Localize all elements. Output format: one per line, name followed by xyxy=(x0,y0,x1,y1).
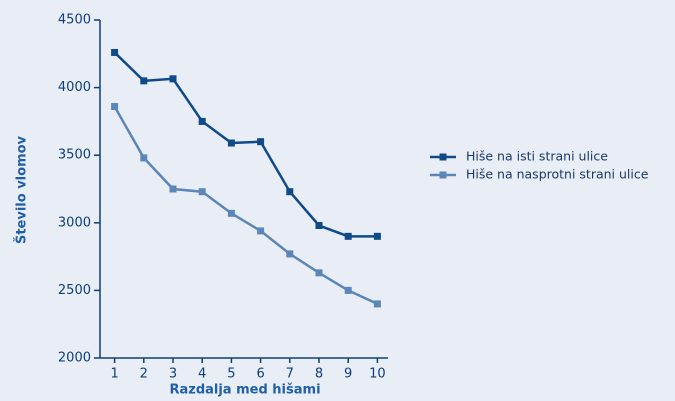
y-tick-label: 2000 xyxy=(58,351,91,366)
y-tick-label: 2500 xyxy=(58,283,91,298)
x-tick-label: 3 xyxy=(169,367,177,382)
marker xyxy=(257,138,265,146)
series-line xyxy=(113,51,378,238)
marker xyxy=(169,185,177,193)
legend-label: Hiše na isti strani ulice xyxy=(466,149,608,164)
marker xyxy=(140,154,148,162)
marker xyxy=(227,209,235,217)
y-tick-label: 4000 xyxy=(58,80,91,95)
marker xyxy=(198,188,206,196)
y-tick-label: 3500 xyxy=(58,148,91,163)
series-line xyxy=(113,105,378,306)
x-tick-label: 10 xyxy=(369,367,386,382)
marker xyxy=(140,77,148,85)
x-tick-label: 1 xyxy=(110,367,118,382)
marker xyxy=(373,232,381,240)
marker xyxy=(286,188,294,196)
x-tick-label: 4 xyxy=(198,367,206,382)
marker xyxy=(111,103,119,111)
y-tick-label: 3000 xyxy=(58,215,91,230)
y-axis-label: Število vlomov xyxy=(14,135,30,244)
marker xyxy=(198,117,206,125)
x-tick-label: 5 xyxy=(227,367,235,382)
x-tick-label: 2 xyxy=(140,367,148,382)
x-axis-label: Razdalja med hišami xyxy=(169,383,320,398)
legend-marker xyxy=(439,153,447,161)
marker xyxy=(286,250,294,258)
legend-label: Hiše na nasprotni strani ulice xyxy=(466,167,649,182)
marker xyxy=(257,227,265,235)
x-tick-label: 9 xyxy=(344,367,352,382)
marker xyxy=(111,48,119,56)
marker xyxy=(344,286,352,294)
marker xyxy=(227,139,235,147)
marker xyxy=(169,75,177,83)
x-tick-label: 6 xyxy=(256,367,264,382)
marker xyxy=(373,300,381,308)
legend-marker xyxy=(439,171,447,179)
marker xyxy=(344,232,352,240)
marker xyxy=(315,269,323,277)
marker xyxy=(315,222,323,230)
x-tick-label: 7 xyxy=(286,367,294,382)
x-tick-label: 8 xyxy=(315,367,323,382)
y-tick-label: 4500 xyxy=(58,13,91,28)
